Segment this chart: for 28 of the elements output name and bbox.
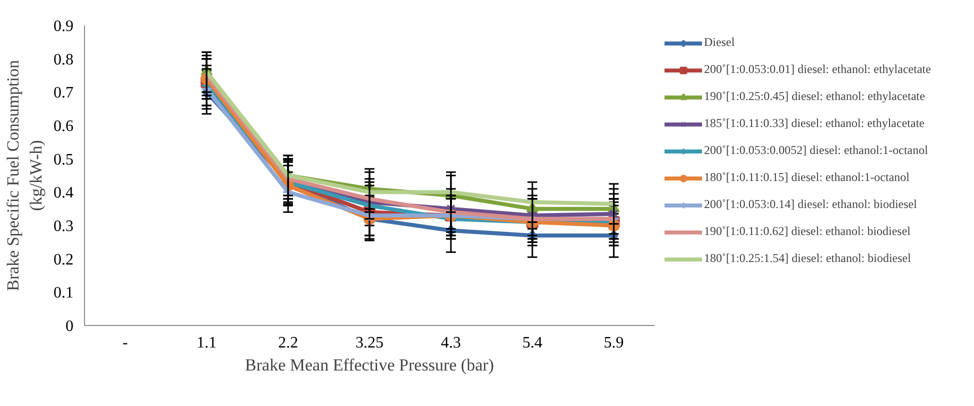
y-tick-label: 0.1 [54, 284, 74, 302]
legend-label: 200˚[1:0.053:0.14] diesel: ethanol: biodiesel [704, 197, 917, 212]
legend-label: 200˚[1:0.053:0.01] diesel: ethanol: ethylacetate [704, 62, 931, 77]
x-tick-label: 2.2 [278, 334, 298, 352]
y-tick-label: 0.4 [54, 184, 74, 202]
y-tick-label: 0.2 [54, 251, 74, 268]
y-tick-label: 0.3 [54, 218, 74, 235]
legend-label: 180˚[1:0.25:1.54] diesel: ethanol: biodiesel [704, 251, 911, 266]
y-tick-label: 0 [66, 318, 74, 335]
y-axis-title: Brake Specific Fuel Consumption (kg/kW-h) [4, 60, 46, 291]
legend-label: Diesel [704, 35, 735, 50]
y-tick-label: 0.5 [54, 151, 74, 168]
x-tick-label: 3.25 [356, 334, 384, 352]
legend-label: 180˚[1:0.11:0.15] diesel: ethanol:1-octanol [704, 170, 910, 185]
legend-label: 200˚[1:0.053:0.0052] diesel: ethanol:1-octanol [704, 143, 928, 158]
legend-label: 190˚[1:0.25:0.45] diesel: ethanol: ethylacetate [704, 89, 925, 104]
legend-label: 190˚[1:0.11:0.62] diesel: ethanol: biodiesel [704, 224, 911, 239]
y-tick-label: 0.8 [54, 51, 74, 68]
x-tick-label: 5.4 [522, 334, 542, 352]
y-tick-label: 0.9 [54, 18, 74, 35]
y-tick-label: 0.6 [54, 118, 74, 135]
x-tick-label: 1.1 [196, 334, 217, 352]
y-tick-label: 0.7 [54, 84, 74, 102]
x-axis-title: Brake Mean Effective Pressure (bar) [245, 356, 494, 374]
x-tick-label: - [122, 334, 128, 352]
x-tick-label: 4.3 [440, 334, 461, 352]
x-tick-label: 5.9 [604, 334, 624, 352]
legend-label: 185˚[1:0.11:0.33] diesel: ethanol: ethylacetate [704, 116, 924, 131]
